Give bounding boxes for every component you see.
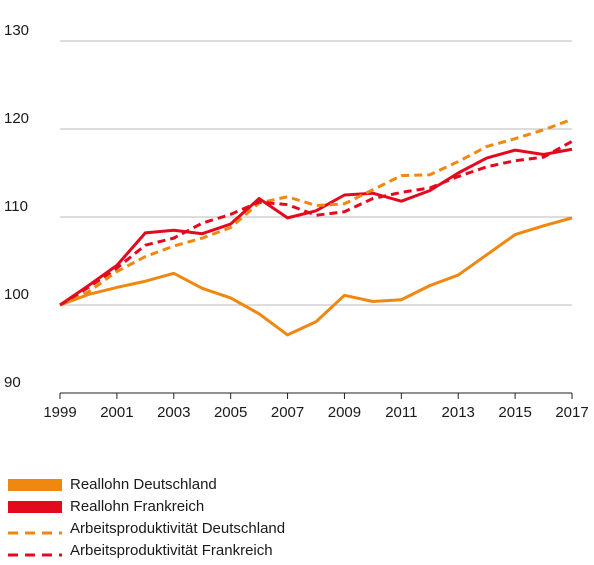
legend-label: Reallohn Frankreich xyxy=(70,498,204,515)
x-tick-label: 2015 xyxy=(498,404,531,421)
legend-label: Reallohn Deutschland xyxy=(70,476,217,493)
y-tick-label: 110 xyxy=(4,198,28,215)
y-tick-label: 130 xyxy=(4,22,29,39)
legend-label: Arbeitsproduktivität Frankreich xyxy=(70,542,273,559)
x-tick-label: 1999 xyxy=(43,404,76,421)
series-line xyxy=(59,117,573,307)
x-tick-label: 2017 xyxy=(555,404,588,421)
x-tick-label: 2003 xyxy=(157,404,190,421)
x-tick-label: 2009 xyxy=(328,404,361,421)
y-tick-label: 90 xyxy=(4,374,21,391)
y-tick-label: 120 xyxy=(4,110,29,127)
x-tick-label: 2011 xyxy=(385,404,417,421)
series-line xyxy=(59,147,573,307)
legend-swatch xyxy=(8,479,62,491)
series-line xyxy=(59,140,573,307)
x-tick-label: 2007 xyxy=(271,404,304,421)
x-tick-label: 2001 xyxy=(100,404,133,421)
legend-swatch xyxy=(8,501,62,513)
x-tick-label: 2013 xyxy=(442,404,475,421)
legend-label: Arbeitsproduktivität Deutschland xyxy=(70,520,285,537)
series-line xyxy=(59,216,573,337)
x-tick-label: 2005 xyxy=(214,404,247,421)
y-tick-label: 100 xyxy=(4,286,29,303)
